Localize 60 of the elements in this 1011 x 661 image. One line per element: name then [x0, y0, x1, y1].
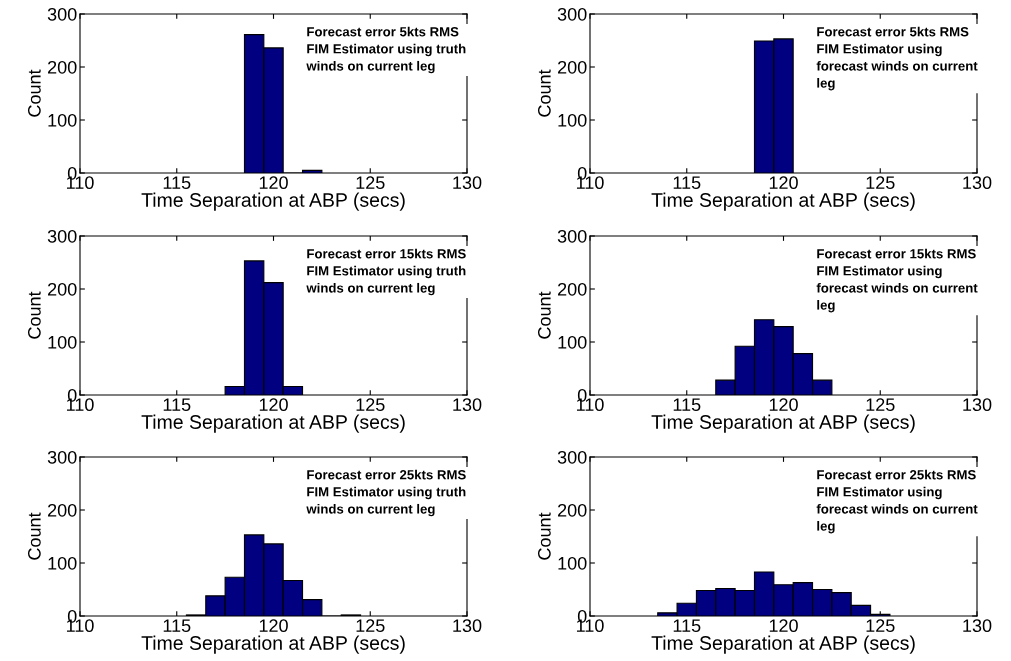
annotation: Forecast error 5kts RMS FIM Estimator using truth winds on current leg — [306, 26, 466, 74]
x-tick-label: 115 — [163, 619, 191, 633]
x-tick-label: 125 — [356, 398, 385, 412]
y-axis-title: Count — [537, 69, 551, 117]
y-tick-label: 200 — [48, 282, 77, 296]
x-tick-label: 120 — [259, 176, 288, 190]
x-tick-label: 125 — [866, 176, 895, 190]
x-tick-label: 115 — [163, 398, 191, 412]
y-tick-label: 300 — [557, 7, 587, 21]
y-tick-label: 300 — [47, 450, 77, 464]
x-tick-label: 125 — [356, 619, 385, 633]
y-axis-title: Count — [27, 69, 41, 117]
x-tick-label: 130 — [453, 398, 482, 412]
y-tick-label: 300 — [557, 229, 587, 243]
x-tick-label: 115 — [163, 176, 191, 190]
x-axis-title: Time Separation at ABP (secs) — [651, 635, 915, 654]
y-tick-label: 300 — [47, 229, 77, 243]
y-tick-label: 100 — [48, 335, 77, 349]
x-tick-label: 120 — [259, 619, 288, 633]
y-axis-title: Count — [537, 291, 551, 339]
x-tick-label: 130 — [963, 398, 992, 412]
x-tick-label: 120 — [769, 176, 798, 190]
x-tick-label: 115 — [673, 619, 701, 633]
y-tick-label: 200 — [48, 503, 77, 517]
x-tick-label: 125 — [866, 619, 895, 633]
y-tick-label: 200 — [48, 60, 77, 74]
annotation: Forecast error 5kts RMS FIM Estimator using forecast winds on current leg — [816, 26, 978, 91]
x-tick-label: 120 — [769, 398, 798, 412]
y-tick-label: 200 — [558, 60, 587, 74]
y-tick-label: 100 — [48, 556, 77, 570]
y-tick-label: 200 — [558, 503, 587, 517]
annotation: Forecast error 15kts RMS FIM Estimator using truth winds on current leg — [306, 248, 466, 296]
y-tick-label: 100 — [558, 113, 587, 127]
y-axis-title: Count — [537, 512, 551, 560]
y-tick-label: 100 — [558, 556, 587, 570]
x-axis-title: Time Separation at ABP (secs) — [141, 635, 405, 654]
x-tick-label: 120 — [769, 619, 798, 633]
x-tick-label: 125 — [866, 398, 895, 412]
x-tick-label: 115 — [673, 176, 701, 190]
x-tick-label: 130 — [963, 619, 992, 633]
y-axis-title: Count — [27, 291, 41, 339]
y-tick-label: 100 — [558, 335, 587, 349]
y-tick-label: 300 — [47, 7, 77, 21]
x-axis-title: Time Separation at ABP (secs) — [651, 414, 915, 433]
annotation: Forecast error 25kts RMS FIM Estimator using forecast winds on current leg — [816, 469, 978, 534]
x-tick-label: 130 — [453, 619, 482, 633]
x-axis-title: Time Separation at ABP (secs) — [141, 414, 405, 433]
x-axis-title: Time Separation at ABP (secs) — [651, 192, 915, 211]
y-tick-label: 200 — [558, 282, 587, 296]
x-axis-title: Time Separation at ABP (secs) — [141, 192, 405, 211]
x-tick-label: 130 — [453, 176, 482, 190]
y-tick-label: 300 — [557, 450, 587, 464]
x-tick-label: 120 — [259, 398, 288, 412]
annotation: Forecast error 15kts RMS FIM Estimator using forecast winds on current leg — [816, 248, 978, 313]
y-axis-title: Count — [27, 512, 41, 560]
x-tick-label: 125 — [356, 176, 385, 190]
y-tick-label: 100 — [48, 113, 77, 127]
annotation: Forecast error 25kts RMS FIM Estimator using truth winds on current leg — [306, 469, 466, 517]
x-tick-label: 130 — [963, 176, 992, 190]
x-tick-label: 115 — [673, 398, 701, 412]
